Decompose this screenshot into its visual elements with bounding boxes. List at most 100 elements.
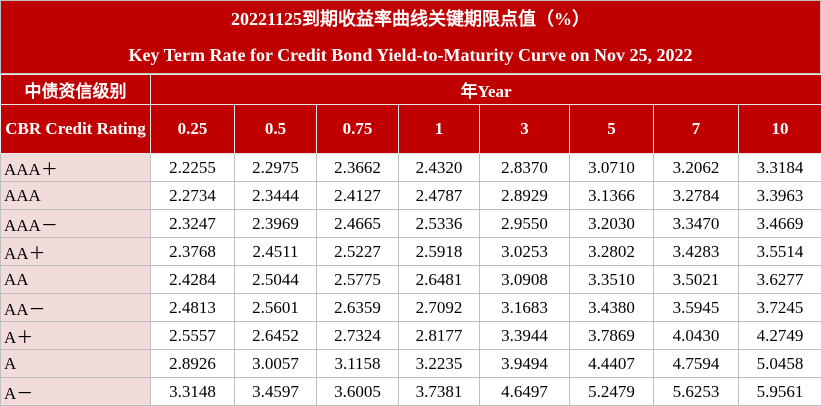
rate-value: 2.8177 bbox=[399, 322, 480, 350]
term-label: 10 bbox=[739, 105, 821, 154]
rate-value: 2.9550 bbox=[480, 210, 570, 238]
rate-value: 5.9561 bbox=[739, 378, 821, 406]
rate-value: 2.4813 bbox=[151, 294, 235, 322]
rating: A bbox=[1, 350, 151, 378]
term-label: 5 bbox=[570, 105, 654, 154]
rate-value: 5.6253 bbox=[654, 378, 739, 406]
rate-value: 2.2975 bbox=[235, 154, 317, 182]
term-label: 7 bbox=[654, 105, 739, 154]
rate-value: 3.9494 bbox=[480, 350, 570, 378]
term-label: 1 bbox=[399, 105, 480, 154]
rate-value: 2.4511 bbox=[235, 238, 317, 266]
rate-value: 2.2734 bbox=[151, 182, 235, 210]
rate-value: 2.5227 bbox=[317, 238, 399, 266]
title-bar: 20221125到期收益率曲线关键期限点值（%） Key Term Rate f… bbox=[0, 0, 821, 74]
rate-value: 3.0057 bbox=[235, 350, 317, 378]
rate-value: 3.2062 bbox=[654, 154, 739, 182]
title-en: Key Term Rate for Credit Bond Yield-to-M… bbox=[1, 37, 820, 73]
rate-value: 3.2784 bbox=[654, 182, 739, 210]
rate-value: 2.4787 bbox=[399, 182, 480, 210]
rate-value: 4.4407 bbox=[570, 350, 654, 378]
rating: AA＋ bbox=[1, 238, 151, 266]
rate-value: 3.6277 bbox=[739, 266, 821, 294]
rate-value: 2.7324 bbox=[317, 322, 399, 350]
rating: AA－ bbox=[1, 294, 151, 322]
rate-value: 4.2749 bbox=[739, 322, 821, 350]
rate-value: 3.0253 bbox=[480, 238, 570, 266]
rate-value: 3.2235 bbox=[399, 350, 480, 378]
rate-value: 2.3768 bbox=[151, 238, 235, 266]
rate-value: 3.2802 bbox=[570, 238, 654, 266]
rate-value: 4.0430 bbox=[654, 322, 739, 350]
rate-value: 3.4669 bbox=[739, 210, 821, 238]
rate-value: 2.8929 bbox=[480, 182, 570, 210]
rate-value: 3.0710 bbox=[570, 154, 654, 182]
rate-value: 3.1366 bbox=[570, 182, 654, 210]
rate-value: 2.3247 bbox=[151, 210, 235, 238]
term-label: 0.5 bbox=[235, 105, 317, 154]
rate-value: 3.3470 bbox=[654, 210, 739, 238]
rating-header-en: CBR Credit Rating bbox=[1, 105, 151, 154]
term-header: 年Year bbox=[151, 75, 821, 105]
term-label: 3 bbox=[480, 105, 570, 154]
rate-value: 2.5775 bbox=[317, 266, 399, 294]
rate-value: 2.3444 bbox=[235, 182, 317, 210]
rate-value: 2.5601 bbox=[235, 294, 317, 322]
rate-value: 3.4380 bbox=[570, 294, 654, 322]
rate-value: 5.2479 bbox=[570, 378, 654, 406]
rate-value: 3.0908 bbox=[480, 266, 570, 294]
rate-value: 3.3963 bbox=[739, 182, 821, 210]
rating: AA bbox=[1, 266, 151, 294]
rating: A－ bbox=[1, 378, 151, 406]
rate-value: 2.5918 bbox=[399, 238, 480, 266]
rate-value: 2.4284 bbox=[151, 266, 235, 294]
rate-value: 3.4283 bbox=[654, 238, 739, 266]
rate-value: 3.3510 bbox=[570, 266, 654, 294]
rate-value: 3.4597 bbox=[235, 378, 317, 406]
rating: AAA bbox=[1, 182, 151, 210]
rate-value: 3.1158 bbox=[317, 350, 399, 378]
rate-value: 3.5945 bbox=[654, 294, 739, 322]
header-row: 中债资信级别 年Year bbox=[1, 75, 821, 105]
rating: A＋ bbox=[1, 322, 151, 350]
rate-value: 3.3944 bbox=[480, 322, 570, 350]
rating: AAA－ bbox=[1, 210, 151, 238]
rate-value: 2.6359 bbox=[317, 294, 399, 322]
rate-value: 3.7381 bbox=[399, 378, 480, 406]
rate-value: 4.6497 bbox=[480, 378, 570, 406]
rate-value: 2.4665 bbox=[317, 210, 399, 238]
rate-value: 5.0458 bbox=[739, 350, 821, 378]
rate-value: 3.7245 bbox=[739, 294, 821, 322]
rate-value: 3.6005 bbox=[317, 378, 399, 406]
rate-value: 2.2255 bbox=[151, 154, 235, 182]
rating: AAA＋ bbox=[1, 154, 151, 182]
rate-value: 3.3184 bbox=[739, 154, 821, 182]
rate-value: 2.5557 bbox=[151, 322, 235, 350]
rate-value: 2.8370 bbox=[480, 154, 570, 182]
rating-header-cn: 中债资信级别 bbox=[1, 75, 151, 105]
rate-value: 3.7869 bbox=[570, 322, 654, 350]
title-cn: 20221125到期收益率曲线关键期限点值（%） bbox=[1, 1, 820, 37]
rate-value: 2.7092 bbox=[399, 294, 480, 322]
rate-value: 2.6481 bbox=[399, 266, 480, 294]
rate-value: 2.4127 bbox=[317, 182, 399, 210]
rate-value: 3.5514 bbox=[739, 238, 821, 266]
rate-value: 2.3969 bbox=[235, 210, 317, 238]
rate-value: 3.1683 bbox=[480, 294, 570, 322]
term-label: 0.75 bbox=[317, 105, 399, 154]
term-label: 0.25 bbox=[151, 105, 235, 154]
rate-value: 2.5044 bbox=[235, 266, 317, 294]
